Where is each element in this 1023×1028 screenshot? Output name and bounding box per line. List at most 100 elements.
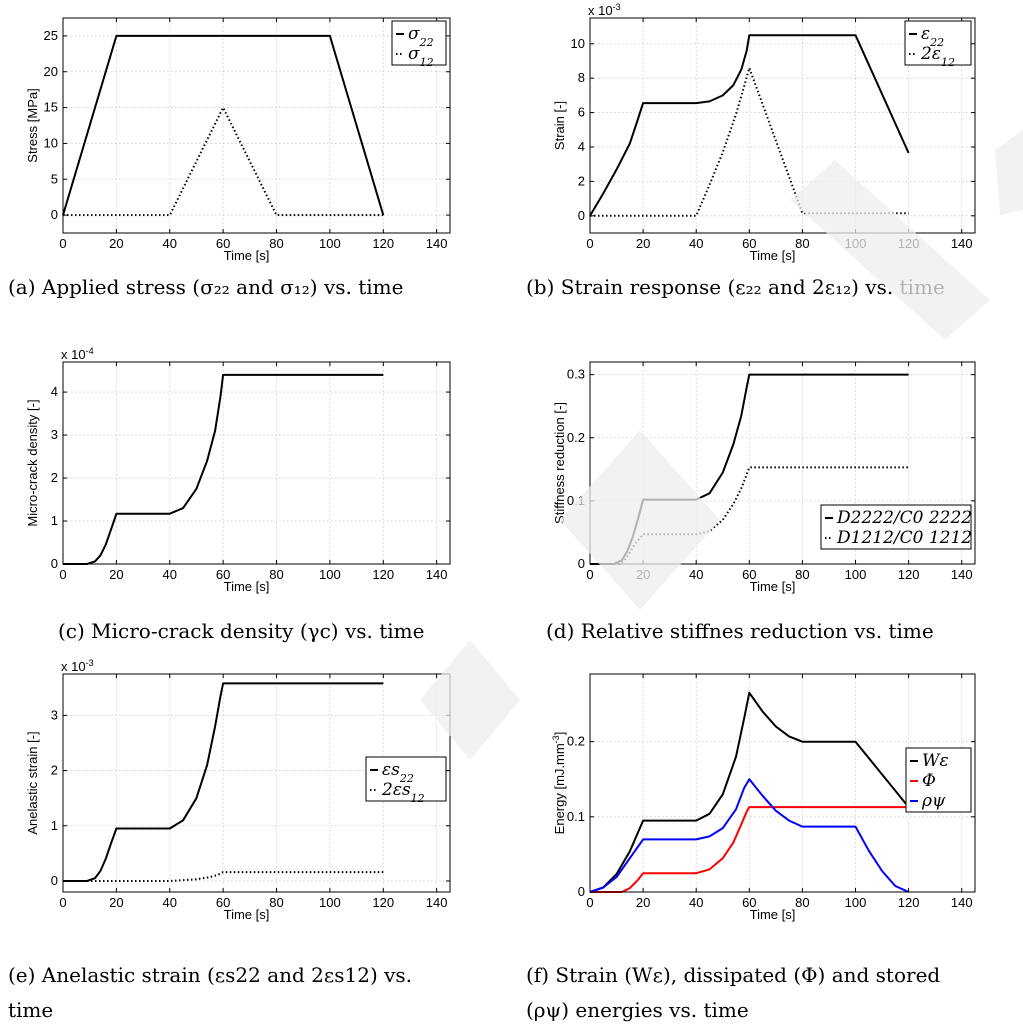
y-tick-label: 6 <box>578 105 585 120</box>
x-tick-label: 80 <box>269 236 283 251</box>
x-tick-label: 0 <box>59 895 66 910</box>
x-tick-label: 40 <box>163 236 177 251</box>
legend-label: D2222/C0 2222 <box>836 508 972 528</box>
x-tick-label: 100 <box>845 567 867 582</box>
legend-label: σ22 <box>408 24 434 49</box>
y-tick-label: 0 <box>51 207 58 222</box>
x-tick-label: 20 <box>109 567 123 582</box>
caption-e-line1: (e) Anelastic strain (εs22 and 2εs12) vs… <box>8 963 413 987</box>
x-tick-label: 0 <box>586 895 593 910</box>
x-tick-label: 20 <box>109 895 123 910</box>
axes-box <box>589 17 976 234</box>
axis-exponent: x 10-3 <box>588 2 621 18</box>
y-tick-label: 10 <box>571 36 585 51</box>
x-tick-label: 80 <box>795 895 809 910</box>
y-tick-label: 15 <box>44 100 58 115</box>
x-tick-label: 0 <box>586 567 593 582</box>
legend-label: 2ε12 <box>920 44 955 69</box>
y-tick-label: 2 <box>51 470 58 485</box>
y-tick-label: 0.3 <box>567 367 585 382</box>
y-tick-label: 0 <box>51 873 58 888</box>
x-tick-label: 120 <box>372 236 394 251</box>
caption-e-line2: time <box>8 998 54 1022</box>
caption-a: (a) Applied stress (σ₂₂ and σ₁₂) vs. tim… <box>8 275 404 299</box>
x-tick-label: 120 <box>372 567 394 582</box>
legend-label: 2εs12 <box>381 780 425 805</box>
axes-box <box>62 673 451 893</box>
y-tick-label: 0.2 <box>567 734 585 749</box>
x-tick-label: 80 <box>795 236 809 251</box>
series-line-1 <box>62 34 385 216</box>
y-tick-label: 25 <box>44 28 58 43</box>
x-tick-label: 40 <box>163 895 177 910</box>
chart-b: 0 20 40 60 80 100 120 140 0 2 4 6 8 10 Time [s] Strain … <box>552 2 976 263</box>
x-tick-label: 140 <box>426 567 448 582</box>
x-tick-label: 60 <box>216 895 230 910</box>
axes-box <box>589 673 976 893</box>
x-tick-label: 100 <box>319 567 341 582</box>
series-line-2 <box>63 871 384 882</box>
legend-box <box>820 504 972 550</box>
caption-d: (d) Relative stiffnes reduction vs. time <box>546 619 934 643</box>
y-tick-label: 0.1 <box>567 493 585 508</box>
x-tick-label: 40 <box>689 567 703 582</box>
legend-label: σ12 <box>408 44 434 69</box>
y-tick-label: 0.1 <box>567 809 585 824</box>
x-tick-label: 60 <box>216 236 230 251</box>
y-tick-label: 4 <box>578 139 585 154</box>
y-tick-label: 3 <box>51 427 58 442</box>
x-tick-label: 20 <box>636 236 650 251</box>
y-tick-label: 1 <box>51 513 58 528</box>
chart-d: 0 20 40 60 80 100 120 140 0 0.1 0.2 0.3 Time [s] Stif… <box>552 361 976 594</box>
x-tick-label: 100 <box>319 236 341 251</box>
x-axis-label: Time [s] <box>750 907 796 922</box>
y-axis-label: Micro-crack density [-] <box>25 399 40 526</box>
x-tick-label: 0 <box>59 236 66 251</box>
caption-b: (b) Strain response (ε₂₂ and 2ε₁₂) vs. t… <box>526 275 945 299</box>
x-tick-label: 80 <box>269 895 283 910</box>
series-line-1 <box>589 34 910 217</box>
x-axis-label: Time [s] <box>224 907 270 922</box>
x-tick-label: 40 <box>689 236 703 251</box>
y-axis-label: Stress [MPa] <box>25 88 40 162</box>
legend-label: Φ <box>922 771 936 791</box>
legend-label: D1212/C0 1212 <box>836 528 972 548</box>
x-tick-label: 140 <box>951 567 973 582</box>
series-line-1 <box>63 682 384 882</box>
y-tick-label: 3 <box>51 707 58 722</box>
y-tick-label: 2 <box>578 173 585 188</box>
chart-f: 0 20 40 60 80 100 120 140 0 0.1 0.2 Time [s] Energy … <box>551 673 976 922</box>
x-axis-label: Time [s] <box>224 248 270 263</box>
x-tick-label: 60 <box>216 567 230 582</box>
x-tick-label: 0 <box>586 236 593 251</box>
axis-exponent: x 10-3 <box>61 658 94 674</box>
legend-box <box>904 20 972 66</box>
x-axis-label: Time [s] <box>750 579 796 594</box>
x-axis-label: Time [s] <box>750 248 796 263</box>
x-tick-label: 100 <box>845 236 867 251</box>
legend-box <box>391 20 447 66</box>
series-line-2 <box>590 806 909 893</box>
x-tick-label: 40 <box>163 567 177 582</box>
series-line-2 <box>590 66 909 217</box>
y-tick-label: 10 <box>44 135 58 150</box>
x-tick-label: 120 <box>372 895 394 910</box>
y-tick-label: 5 <box>51 171 58 186</box>
y-tick-label: 0.2 <box>567 430 585 445</box>
x-tick-label: 60 <box>742 567 756 582</box>
x-tick-label: 140 <box>426 236 448 251</box>
x-tick-label: 20 <box>636 567 650 582</box>
x-tick-label: 60 <box>742 236 756 251</box>
x-tick-label: 120 <box>898 895 920 910</box>
y-axis-label: Anelastic strain [-] <box>25 731 40 834</box>
series-line-1 <box>589 691 910 893</box>
series-line-1 <box>63 373 384 565</box>
x-tick-label: 0 <box>59 567 66 582</box>
x-tick-label: 120 <box>898 236 920 251</box>
x-tick-label: 60 <box>742 895 756 910</box>
